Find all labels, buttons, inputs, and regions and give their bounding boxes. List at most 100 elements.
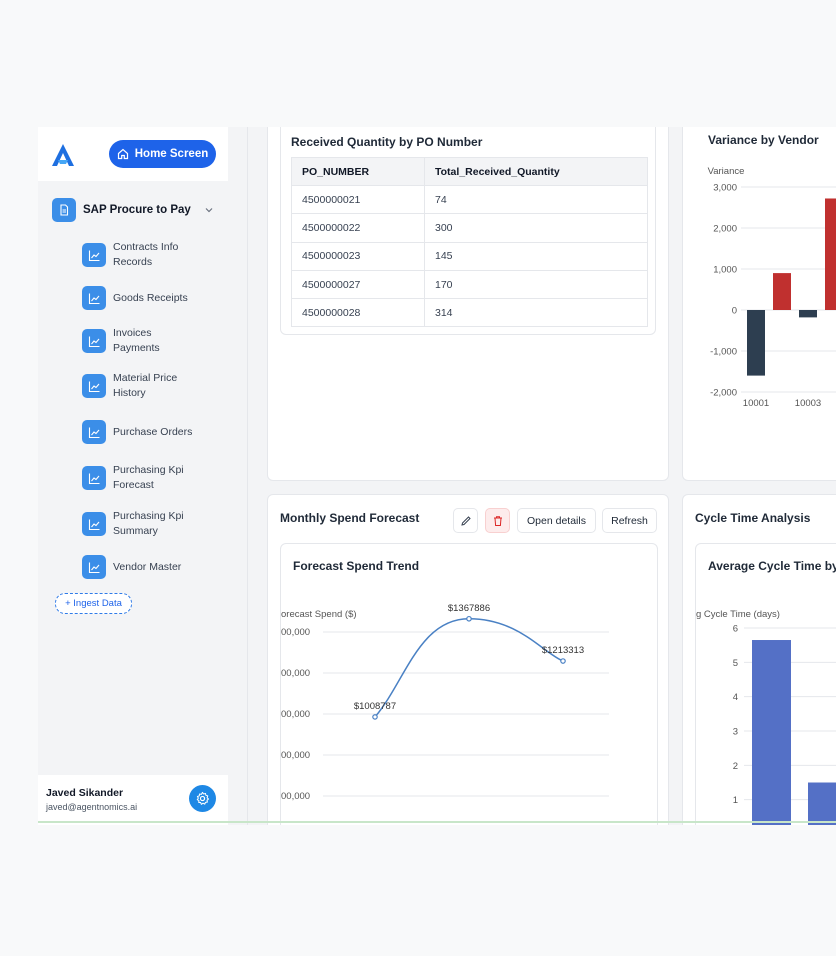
sidebar-item-purchasing-kpi-forecast[interactable]: Purchasing Kpi Forecast (82, 462, 222, 494)
cycle-bar (808, 782, 836, 825)
sidebar-item-invoices-payments[interactable]: Invoices Payments (82, 325, 222, 357)
y-tick-label: 2,000 (713, 224, 737, 235)
forecast-point (560, 658, 566, 664)
chart-line-icon (82, 329, 106, 353)
y-tick-label: 1 (733, 795, 738, 806)
variance-card: Variance by Vendor Variance 3,000 2,000 1,0… (682, 127, 836, 481)
refresh-button[interactable]: Refresh (602, 508, 657, 533)
edit-button[interactable] (453, 508, 478, 533)
bottom-border (38, 821, 836, 823)
y-tick-label: 00,000 (281, 627, 310, 638)
sidebar-item-label: Purchase Orders (113, 425, 193, 438)
received-quantity-title: Received Quantity by PO Number (291, 135, 483, 149)
cycle-chart-card: Average Cycle Time by g Cycle Time (days)… (695, 543, 836, 825)
home-screen-button[interactable]: Home Screen (109, 140, 216, 168)
user-name: Javed Sikander (46, 787, 124, 799)
cell-quantity: 74 (424, 184, 648, 215)
home-icon (117, 148, 128, 160)
cell-quantity: 145 (424, 241, 648, 271)
sidebar-item-vendor-master[interactable]: Vendor Master (82, 551, 222, 583)
y-tick-label: 3 (733, 727, 738, 738)
y-axis-label: orecast Spend ($) (281, 609, 357, 620)
variance-bar (747, 310, 765, 376)
table-row: 4500000028 314 (291, 298, 648, 328)
cell-po-number: 4500000023 (291, 241, 425, 271)
chart-line-icon (82, 555, 106, 579)
forecast-line (374, 618, 564, 718)
chart-line-icon (82, 466, 106, 490)
monthly-spend-card: Monthly Spend Forecast Open details Refr… (267, 494, 669, 825)
ingest-data-button[interactable]: + Ingest Data (55, 593, 132, 614)
y-axis-label: Variance (708, 166, 745, 177)
cell-quantity: 314 (424, 298, 648, 328)
y-tick-label: -2,000 (710, 388, 737, 399)
cycle-bar (752, 640, 791, 825)
forecast-point (466, 615, 472, 622)
sidebar-item-label: Contracts Info Records (113, 241, 179, 268)
chart-line-icon (82, 512, 106, 536)
column-header-po-number[interactable]: PO_NUMBER (291, 157, 425, 186)
cell-po-number: 4500000022 (291, 213, 425, 243)
sidebar-item-goods-receipts[interactable]: Goods Receipts (82, 282, 222, 314)
table-header-row: PO_NUMBER Total_Received_Quantity (291, 157, 648, 186)
forecast-chart-card: Forecast Spend Trend orecast Spend ($) 00,… (280, 543, 658, 825)
variance-title: Variance by Vendor (708, 133, 819, 147)
sidebar-item-label: Purchasing Kpi Summary (113, 510, 184, 537)
sidebar-item-contracts-info-records[interactable]: Contracts Info Records (82, 239, 222, 271)
monthly-spend-title: Monthly Spend Forecast (280, 511, 420, 525)
main-content: Received Quantity by PO Number PO_NUMBER… (247, 127, 836, 825)
cycle-chart: Average Cycle Time by g Cycle Time (days)… (696, 559, 836, 825)
chart-line-icon (82, 374, 106, 398)
user-profile: Javed Sikander javed@agentnomics.ai (38, 775, 228, 825)
trash-icon (493, 515, 502, 526)
y-tick-label: 00,000 (281, 750, 310, 761)
x-tick-label: 10003 (795, 398, 821, 409)
delete-button[interactable] (485, 508, 510, 533)
x-tick-label: 10001 (743, 398, 769, 409)
y-tick-label: 00,000 (281, 709, 310, 720)
chevron-down-icon[interactable] (204, 205, 214, 215)
sidebar: Home Screen SAP Procure to Pay Contracts… (38, 127, 228, 825)
sidebar-item-label: Purchasing Kpi Forecast (113, 464, 184, 491)
sidebar-item-material-price-history[interactable]: Material Price History (82, 370, 222, 402)
table-row: 4500000021 74 (291, 184, 648, 215)
y-tick-label: 2 (733, 761, 738, 772)
sidebar-item-label: Material Price History (113, 372, 178, 399)
app-logo-icon[interactable] (50, 142, 76, 168)
data-label: $1008787 (354, 701, 396, 712)
y-tick-label: 0 (732, 306, 737, 317)
y-tick-label: 00,000 (281, 668, 310, 679)
table-row: 4500000027 170 (291, 269, 648, 300)
card-received-outer: Received Quantity by PO Number PO_NUMBER… (267, 127, 669, 481)
chart-line-icon (82, 243, 106, 267)
settings-button[interactable] (189, 785, 216, 812)
sidebar-item-label: Goods Receipts (113, 291, 188, 304)
variance-bar (773, 273, 791, 310)
column-header-total-received[interactable]: Total_Received_Quantity (424, 157, 648, 186)
sidebar-item-label: Vendor Master (113, 560, 182, 573)
chart-line-icon (82, 420, 106, 444)
sidebar-group-sap-procure-to-pay[interactable]: SAP Procure to Pay (52, 197, 220, 223)
open-details-button[interactable]: Open details (517, 508, 596, 533)
cell-po-number: 4500000028 (291, 298, 425, 328)
pencil-icon (460, 515, 471, 526)
forecast-chart: Forecast Spend Trend orecast Spend ($) 00,… (281, 559, 609, 802)
received-quantity-table: PO_NUMBER Total_Received_Quantity 450000… (291, 157, 648, 328)
variance-bar (825, 198, 836, 310)
variance-bar (799, 310, 817, 318)
y-tick-label: 3,000 (713, 183, 737, 194)
data-label: $1367886 (448, 603, 490, 614)
sidebar-header: Home Screen (38, 127, 228, 181)
sidebar-item-purchasing-kpi-summary[interactable]: Purchasing Kpi Summary (82, 508, 222, 540)
y-tick-label: -1,000 (710, 347, 737, 358)
y-tick-label: 1,000 (713, 265, 737, 276)
y-axis-label: g Cycle Time (days) (696, 609, 780, 620)
forecast-point (372, 714, 378, 720)
app-window: Home Screen SAP Procure to Pay Contracts… (38, 127, 836, 825)
document-icon (52, 198, 76, 222)
y-tick-label: 6 (733, 624, 738, 635)
y-tick-label: 00,000 (281, 791, 310, 802)
gear-icon (196, 791, 210, 805)
received-quantity-card: Received Quantity by PO Number PO_NUMBER… (280, 127, 656, 335)
sidebar-item-purchase-orders[interactable]: Purchase Orders (82, 416, 222, 448)
